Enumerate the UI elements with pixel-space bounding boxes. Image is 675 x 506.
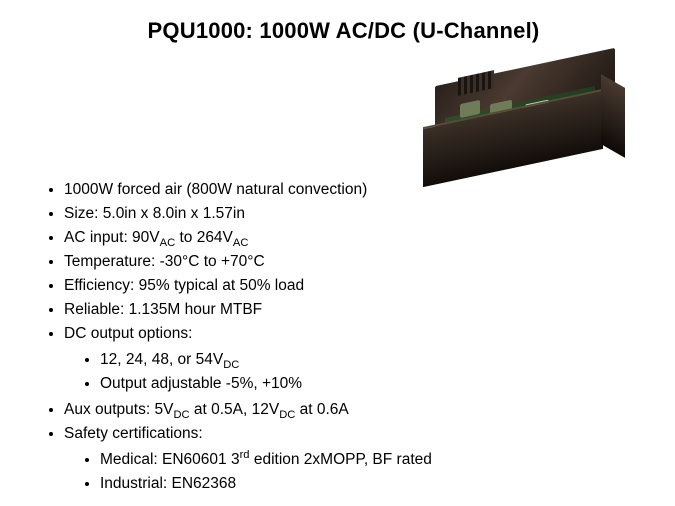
text: 12, 24, 48, or 54V [100,351,223,368]
list-item: Output adjustable -5%, +10% [100,372,635,396]
subscript: DC [279,409,295,421]
sub-list: Medical: EN60601 3rd edition 2xMOPP, BF … [64,448,635,496]
sub-list: 12, 24, 48, or 54VDC Output adjustable -… [64,348,635,396]
list-item: Efficiency: 95% typical at 50% load [64,274,635,298]
page-title: PQU1000: 1000W AC/DC (U-Channel) [40,18,647,44]
subscript: AC [160,237,176,249]
text: edition 2xMOPP, BF rated [250,451,432,468]
spec-list: 1000W forced air (800W natural convectio… [40,178,635,496]
subscript: DC [223,359,239,371]
list-item: 1000W forced air (800W natural convectio… [64,178,635,202]
list-item: DC output options: 12, 24, 48, or 54VDC … [64,322,635,396]
text: at 0.6A [295,401,348,418]
text: AC input: 90V [64,229,160,246]
text: Medical: EN60601 3 [100,451,240,468]
list-item: AC input: 90VAC to 264VAC [64,226,635,250]
slide: PQU1000: 1000W AC/DC (U-Channel) 1000W f… [0,0,675,506]
text: DC output options: [64,325,192,342]
text: to 264V [175,229,233,246]
product-image [415,62,635,182]
list-item: Safety certifications: Medical: EN60601 … [64,422,635,496]
list-item: Size: 5.0in x 8.0in x 1.57in [64,202,635,226]
psu-illustration [415,62,635,182]
list-item: 12, 24, 48, or 54VDC [100,348,635,372]
list-item: Aux outputs: 5VDC at 0.5A, 12VDC at 0.6A [64,398,635,422]
text: Aux outputs: 5V [64,401,173,418]
list-item: Reliable: 1.135M hour MTBF [64,298,635,322]
superscript: rd [240,449,250,461]
list-item: Medical: EN60601 3rd edition 2xMOPP, BF … [100,448,635,472]
text: at 0.5A, 12V [190,401,280,418]
list-item: Industrial: EN62368 [100,472,635,496]
text: Safety certifications: [64,425,203,442]
content-area: 1000W forced air (800W natural convectio… [40,178,635,498]
list-item: Temperature: -30°C to +70°C [64,250,635,274]
subscript: DC [173,409,189,421]
subscript: AC [233,237,249,249]
